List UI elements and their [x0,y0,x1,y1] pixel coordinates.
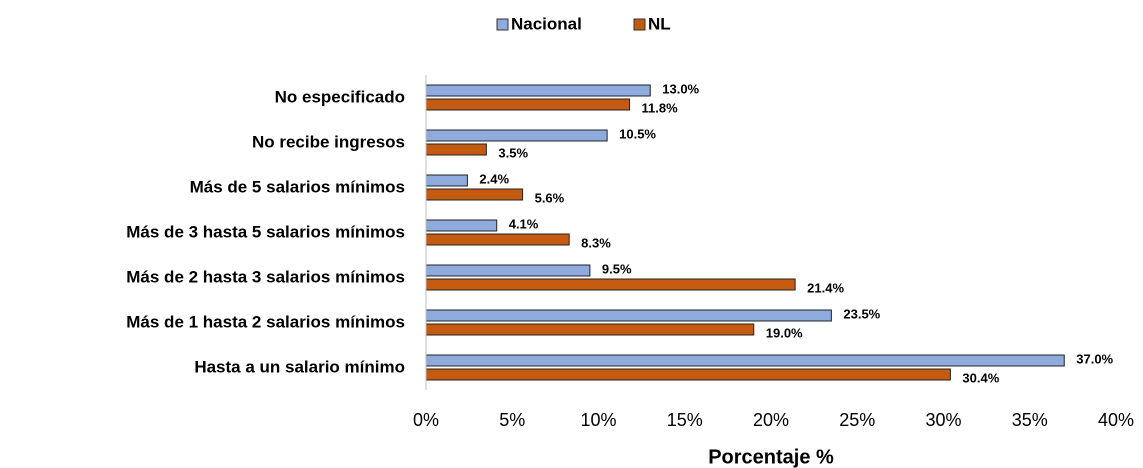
x-tick-label: 40% [1098,410,1134,430]
value-label: 4.1% [509,216,539,231]
bar [425,264,591,277]
category-label: Más de 1 hasta 2 salarios mínimos [126,312,405,331]
legend-swatch [633,18,646,31]
bar [425,188,524,201]
legend-label: Nacional [511,14,582,33]
category-label: No recibe ingresos [252,132,405,151]
bar [425,129,608,142]
x-tick-label: 10% [580,410,616,430]
category-label: Más de 2 hasta 3 salarios mínimos [126,267,405,286]
category-label: Hasta a un salario mínimo [194,357,405,376]
category-label: No especificado [275,87,405,106]
bar [425,323,755,336]
bar [425,278,796,291]
value-label: 8.3% [581,235,611,250]
value-label: 10.5% [619,126,656,141]
x-tick-label: 15% [667,410,703,430]
x-tick-label: 30% [925,410,961,430]
value-label: 19.0% [766,325,803,340]
value-label: 5.6% [535,190,565,205]
bar [425,98,631,111]
bar [425,174,468,187]
value-label: 23.5% [843,306,880,321]
value-label: 21.4% [807,280,844,295]
legend-label: NL [648,14,671,33]
value-label: 11.8% [642,100,679,115]
category-label: Más de 3 hasta 5 salarios mínimos [126,222,405,241]
bar [425,84,651,97]
category-label: Más de 5 salarios mínimos [190,177,405,196]
value-label: 2.4% [479,171,509,186]
bar [425,309,832,322]
bar [425,233,570,246]
legend-swatch [496,18,509,31]
value-label: 13.0% [662,81,699,96]
bar [425,368,951,381]
bar [425,354,1065,367]
value-label: 9.5% [602,261,632,276]
x-tick-label: 25% [839,410,875,430]
x-tick-label: 5% [499,410,525,430]
bar [425,143,487,156]
x-axis-title: Porcentaje % [708,446,834,468]
x-tick-label: 20% [753,410,789,430]
bar [425,219,498,232]
x-tick-label: 0% [413,410,439,430]
value-label: 3.5% [498,145,528,160]
x-tick-label: 35% [1012,410,1048,430]
value-label: 37.0% [1076,351,1113,366]
value-label: 30.4% [962,370,999,385]
